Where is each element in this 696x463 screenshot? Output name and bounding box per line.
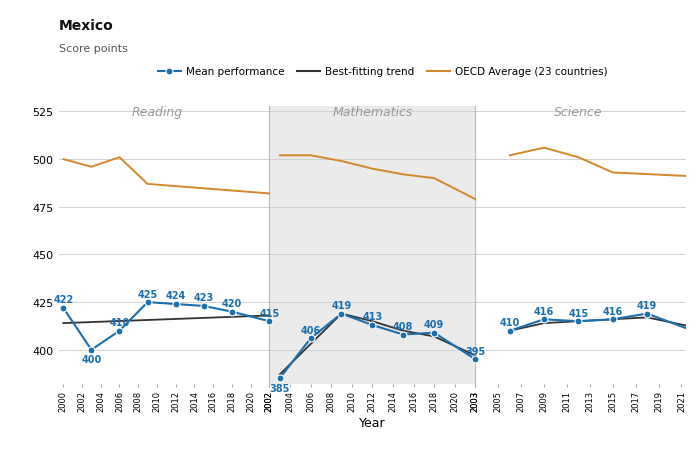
Text: 424: 424 xyxy=(166,291,186,301)
Text: Science: Science xyxy=(554,106,603,119)
Text: 419: 419 xyxy=(637,300,657,310)
Text: Score points: Score points xyxy=(59,44,128,54)
Text: 420: 420 xyxy=(222,299,242,308)
Text: Mexico: Mexico xyxy=(59,19,114,32)
Text: 409: 409 xyxy=(424,319,444,329)
Text: 410: 410 xyxy=(500,318,520,327)
Text: 406: 406 xyxy=(301,325,321,335)
Text: 425: 425 xyxy=(137,289,158,299)
Text: 416: 416 xyxy=(603,306,623,316)
Legend: Mean performance, Best-fitting trend, OECD Average (23 countries): Mean performance, Best-fitting trend, OE… xyxy=(154,63,612,81)
Text: 400: 400 xyxy=(81,355,102,364)
Text: 410: 410 xyxy=(0,462,1,463)
Text: Reading: Reading xyxy=(132,106,182,119)
Text: 415: 415 xyxy=(259,308,280,318)
Bar xyxy=(269,106,475,384)
Text: 419: 419 xyxy=(331,300,351,310)
Text: 413: 413 xyxy=(362,312,383,322)
Text: 415: 415 xyxy=(569,308,589,318)
Text: Mathematics: Mathematics xyxy=(332,106,413,119)
Text: 410: 410 xyxy=(109,318,129,327)
Text: 395: 395 xyxy=(465,346,486,356)
Text: 408: 408 xyxy=(393,321,413,331)
Text: 423: 423 xyxy=(193,293,214,303)
X-axis label: Year: Year xyxy=(359,416,386,429)
Text: 416: 416 xyxy=(534,306,554,316)
Text: 385: 385 xyxy=(269,383,290,393)
Text: 422: 422 xyxy=(53,294,73,305)
